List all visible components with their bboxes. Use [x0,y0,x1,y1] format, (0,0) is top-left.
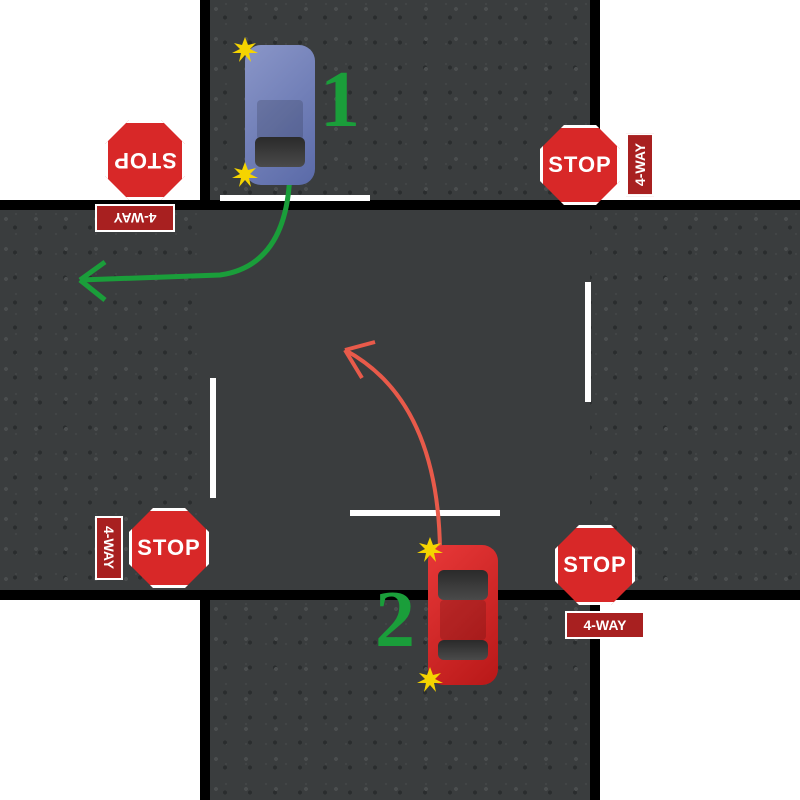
fourway-label: 4-WAY [95,204,175,232]
fourway-label: 4-WAY [565,611,645,639]
car-windshield [438,570,488,600]
stop-octagon: STOP [555,525,635,605]
fourway-label: 4-WAY [95,516,123,579]
car-windshield [255,137,305,167]
turn-signal-icon [415,535,445,565]
stop-sign-top-left: 4-WAY STOP [95,120,185,232]
stop-sign-bottom-left: 4-WAY STOP [95,508,209,588]
stop-text: STOP [563,552,627,578]
car-roof [257,100,303,140]
stop-line-north [220,195,370,201]
stop-line-south [350,510,500,516]
fourway-label: 4-WAY [626,133,654,196]
car-body [428,545,498,685]
car-number-2: 2 [375,575,415,666]
stop-octagon: STOP [129,508,209,588]
stop-octagon: STOP [540,125,620,205]
stop-line-east [585,282,591,402]
stop-line-west [210,378,216,498]
car-roof [440,600,486,640]
stop-sign-top-right: STOP 4-WAY [540,125,654,205]
stop-text: STOP [113,147,177,173]
stop-text: STOP [548,152,612,178]
turn-signal-icon [230,35,260,65]
turn-signal-icon [230,160,260,190]
car-2-red [428,545,498,685]
stop-sign-bottom-right: STOP 4-WAY [555,525,645,639]
stop-octagon: STOP [105,120,185,200]
stop-text: STOP [137,535,201,561]
car-rear-window [438,640,488,660]
car-number-1: 1 [320,55,360,146]
intersection [210,210,590,590]
turn-signal-icon [415,665,445,695]
